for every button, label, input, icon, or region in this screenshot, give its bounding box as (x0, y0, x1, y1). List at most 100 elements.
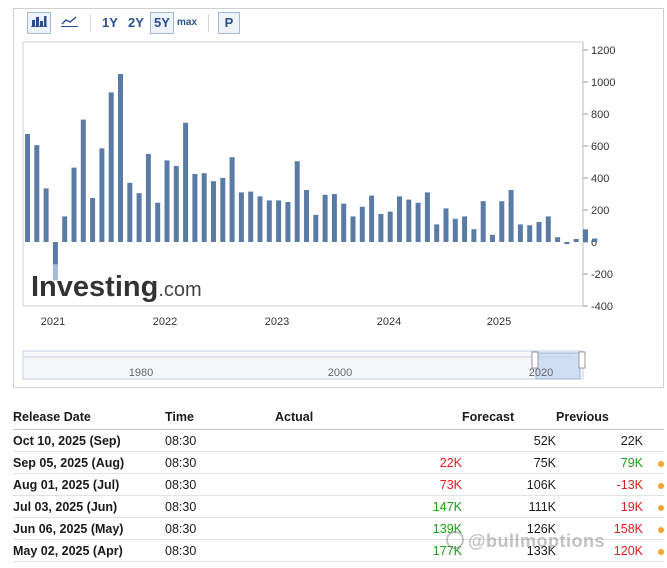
bar-chart-icon (31, 16, 47, 27)
bar (378, 214, 384, 242)
bar (480, 201, 486, 242)
range-2y-button[interactable]: 2Y (124, 12, 148, 34)
cell-time: 08:30 (165, 473, 275, 496)
bar (220, 178, 226, 242)
bar (527, 225, 533, 242)
y-tick-label: -400 (591, 301, 613, 313)
bar (313, 214, 319, 242)
revision-dot-icon (658, 460, 664, 467)
y-tick-label: 1000 (591, 77, 615, 89)
bar (387, 211, 393, 242)
bar (71, 167, 77, 242)
bar (248, 191, 254, 242)
navigator-label: 2020 (529, 367, 553, 379)
bar (145, 154, 151, 242)
bar (173, 166, 179, 242)
bar (285, 202, 291, 242)
header-forecast: Forecast (462, 404, 556, 430)
bar (99, 148, 105, 242)
cell-release-date: Oct 10, 2025 (Sep) (13, 429, 165, 452)
cell-forecast: 106K (462, 473, 556, 496)
range-5y-button[interactable]: 5Y (150, 12, 174, 34)
table-row: May 02, 2025 (Apr) 08:30 177K 133K 120K (13, 539, 664, 562)
cell-time: 08:30 (165, 429, 275, 452)
revision-dot-icon (658, 548, 664, 555)
bar (331, 194, 337, 242)
y-tick-label: -200 (591, 269, 613, 281)
cell-release-date: May 02, 2025 (Apr) (13, 539, 165, 562)
x-tick-label: 2022 (153, 316, 177, 328)
bar (322, 194, 328, 242)
toolbar-separator (208, 14, 209, 32)
bar (555, 237, 561, 242)
x-tick-label: 2021 (41, 316, 65, 328)
cell-actual: 147K (275, 495, 462, 518)
bar (62, 216, 68, 242)
bar (192, 174, 198, 242)
table-row: Oct 10, 2025 (Sep) 08:30 52K 22K (13, 429, 664, 452)
y-tick-label: 600 (591, 141, 609, 153)
cell-forecast: 126K (462, 517, 556, 540)
x-tick-label: 2024 (377, 316, 401, 328)
header-actual: Actual (275, 404, 462, 430)
cell-revision-marker (643, 495, 664, 518)
bar (490, 234, 495, 242)
y-tick-label: 1200 (591, 45, 615, 57)
bar (294, 161, 300, 242)
revision-dot-icon (658, 504, 664, 511)
cell-release-date: Sep 05, 2025 (Aug) (13, 451, 165, 474)
cell-time: 08:30 (165, 451, 275, 474)
bar (164, 160, 170, 242)
cell-time: 08:30 (165, 539, 275, 562)
bar-chart-button[interactable] (27, 12, 51, 34)
bar (80, 119, 86, 242)
y-tick-label: 400 (591, 173, 609, 185)
cell-revision-marker (643, 429, 664, 452)
range-max-button[interactable]: max (176, 12, 198, 34)
bar (350, 216, 356, 242)
range-1y-button[interactable]: 1Y (98, 12, 122, 34)
cell-previous: 158K (556, 517, 643, 540)
cell-actual: 177K (275, 539, 462, 562)
bar (536, 222, 542, 242)
watermark-bottom: @bullmoptions (446, 531, 605, 552)
y-tick-label: 0 (591, 237, 597, 249)
cell-previous: 19K (556, 495, 643, 518)
cell-release-date: Aug 01, 2025 (Jul) (13, 473, 165, 496)
cell-forecast: 133K (462, 539, 556, 562)
bar (573, 238, 579, 242)
navigator-right-handle[interactable] (578, 351, 586, 369)
bar (25, 134, 30, 242)
y-axis: 1200 1000 800 600 400 200 0 -200 -400 (582, 42, 615, 313)
cell-revision-marker (643, 451, 664, 474)
cell-revision-marker (643, 517, 664, 540)
p-button[interactable]: P (218, 12, 240, 34)
cell-actual: 22K (275, 451, 462, 474)
bar (415, 202, 421, 242)
bar (452, 218, 458, 242)
navigator-label: 2000 (328, 367, 352, 379)
navigator-left-handle[interactable] (531, 351, 539, 369)
bar (359, 206, 365, 242)
y-tick-label: 200 (591, 205, 609, 217)
bar (443, 208, 449, 242)
bar (517, 224, 523, 242)
cell-previous: 120K (556, 539, 643, 562)
bar (369, 195, 375, 242)
cell-revision-marker (643, 473, 664, 496)
navigator-label: 1980 (129, 367, 153, 379)
bar (238, 192, 244, 242)
cell-actual: 73K (275, 473, 462, 496)
navigator-labels: 1980 2000 2020 (129, 367, 553, 379)
bar (201, 173, 207, 242)
bar (266, 200, 272, 242)
cell-release-date: Jul 03, 2025 (Jun) (13, 495, 165, 518)
cell-revision-marker (643, 539, 664, 562)
bar (341, 203, 347, 242)
camera-icon (446, 531, 464, 549)
line-chart-button[interactable] (57, 12, 81, 34)
table-body: Oct 10, 2025 (Sep) 08:30 52K 22K Sep 05, 202… (13, 429, 664, 562)
cell-release-date: Jun 06, 2025 (May) (13, 517, 165, 540)
bar (127, 182, 133, 242)
bar (136, 193, 142, 242)
